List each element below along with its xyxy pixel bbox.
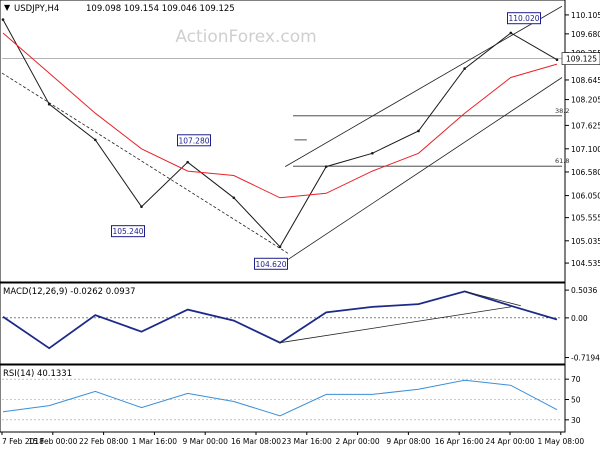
price-level-label: 104.620	[255, 260, 286, 269]
rsi-tick-label: 30	[571, 416, 581, 425]
chart-title: USDJPY,H4	[14, 4, 59, 14]
watermark: ActionForex.com	[175, 27, 316, 47]
x-tick-label: 9 Mar 00:00	[183, 437, 229, 446]
x-tick-label: 16 Mar 08:00	[231, 437, 281, 446]
y-tick-label: 107.100	[571, 145, 600, 154]
price-point	[186, 160, 189, 164]
price-level-label: 110.020	[508, 14, 539, 23]
x-tick-label: 24 Apr 00:00	[486, 437, 535, 446]
rsi-title: RSI(14) 40.1331	[3, 369, 72, 379]
price-level-label: 107.280	[178, 136, 209, 145]
current-price-box	[561, 52, 600, 65]
x-tick-label: 1 Mar 16:00	[132, 437, 178, 446]
x-tick-label: 23 Mar 16:00	[282, 437, 332, 446]
price-level-box	[254, 257, 288, 270]
price-level-box	[111, 225, 145, 238]
x-tick-label: 22 Feb 08:00	[79, 437, 128, 446]
y-tick-label: 106.050	[571, 192, 600, 201]
x-tick-label: 16 Apr 16:00	[435, 437, 484, 446]
fib-level-label: 38.2	[555, 107, 569, 115]
macd-tick-label: 0.00	[571, 314, 588, 323]
y-tick-label: 106.580	[571, 168, 600, 177]
price-point	[555, 58, 559, 61]
macd-panel-frame	[0, 282, 566, 365]
macd-trendline	[279, 306, 511, 344]
rsi-tick-label: 50	[571, 396, 581, 405]
main-panel-frame	[0, 0, 566, 283]
rsi-panel-frame	[0, 364, 566, 433]
y-tick-label: 108.205	[571, 96, 600, 105]
fib-level-label: 61.8	[555, 157, 569, 165]
price-point	[1, 18, 5, 21]
price-level-box	[177, 134, 211, 147]
ohlc-readout: 109.098 109.154 109.046 109.125	[86, 4, 235, 14]
x-tick-label: 7 Feb 2018	[2, 437, 44, 446]
price-point	[278, 245, 282, 249]
y-tick-label: 109.680	[571, 30, 600, 39]
price-point	[509, 31, 513, 35]
channel-upper-line	[284, 5, 563, 167]
price-point	[140, 205, 143, 209]
header-triangle-icon: ▼	[4, 3, 11, 12]
price-point	[371, 151, 374, 155]
channel-lower-line	[288, 77, 563, 260]
price-point	[232, 196, 236, 200]
price-point	[463, 67, 466, 70]
price-level-label: 105.240	[112, 227, 143, 236]
y-tick-label: 108.645	[571, 76, 600, 85]
y-tick-label: 107.625	[571, 121, 600, 130]
y-tick-label: 110.105	[571, 11, 600, 20]
macd-trendline-2	[464, 291, 521, 307]
macd-title: MACD(12,26,9) -0.0262 0.0937	[3, 287, 136, 297]
moving-average-line	[2, 32, 558, 199]
y-tick-label: 104.535	[571, 259, 600, 268]
price-point	[417, 129, 420, 133]
macd-tick-label: -0.7194	[571, 354, 600, 363]
macd-tick-label: 0.5036	[571, 286, 597, 295]
price-point	[94, 138, 97, 142]
price-point	[324, 165, 328, 168]
price-level-box	[507, 12, 541, 25]
rsi-line	[2, 379, 558, 417]
x-tick-label: 1 May 08:00	[537, 437, 584, 446]
y-tick-label: 105.035	[571, 237, 600, 246]
current-price-label: 109.125	[566, 55, 597, 64]
y-tick-label: 105.555	[571, 214, 600, 223]
price-point	[47, 102, 51, 106]
x-tick-label: 15 Feb 00:00	[28, 437, 77, 446]
x-tick-label: 9 Apr 08:00	[386, 437, 430, 446]
rsi-tick-label: 70	[571, 375, 581, 384]
x-tick-label: 2 Apr 00:00	[336, 437, 380, 446]
